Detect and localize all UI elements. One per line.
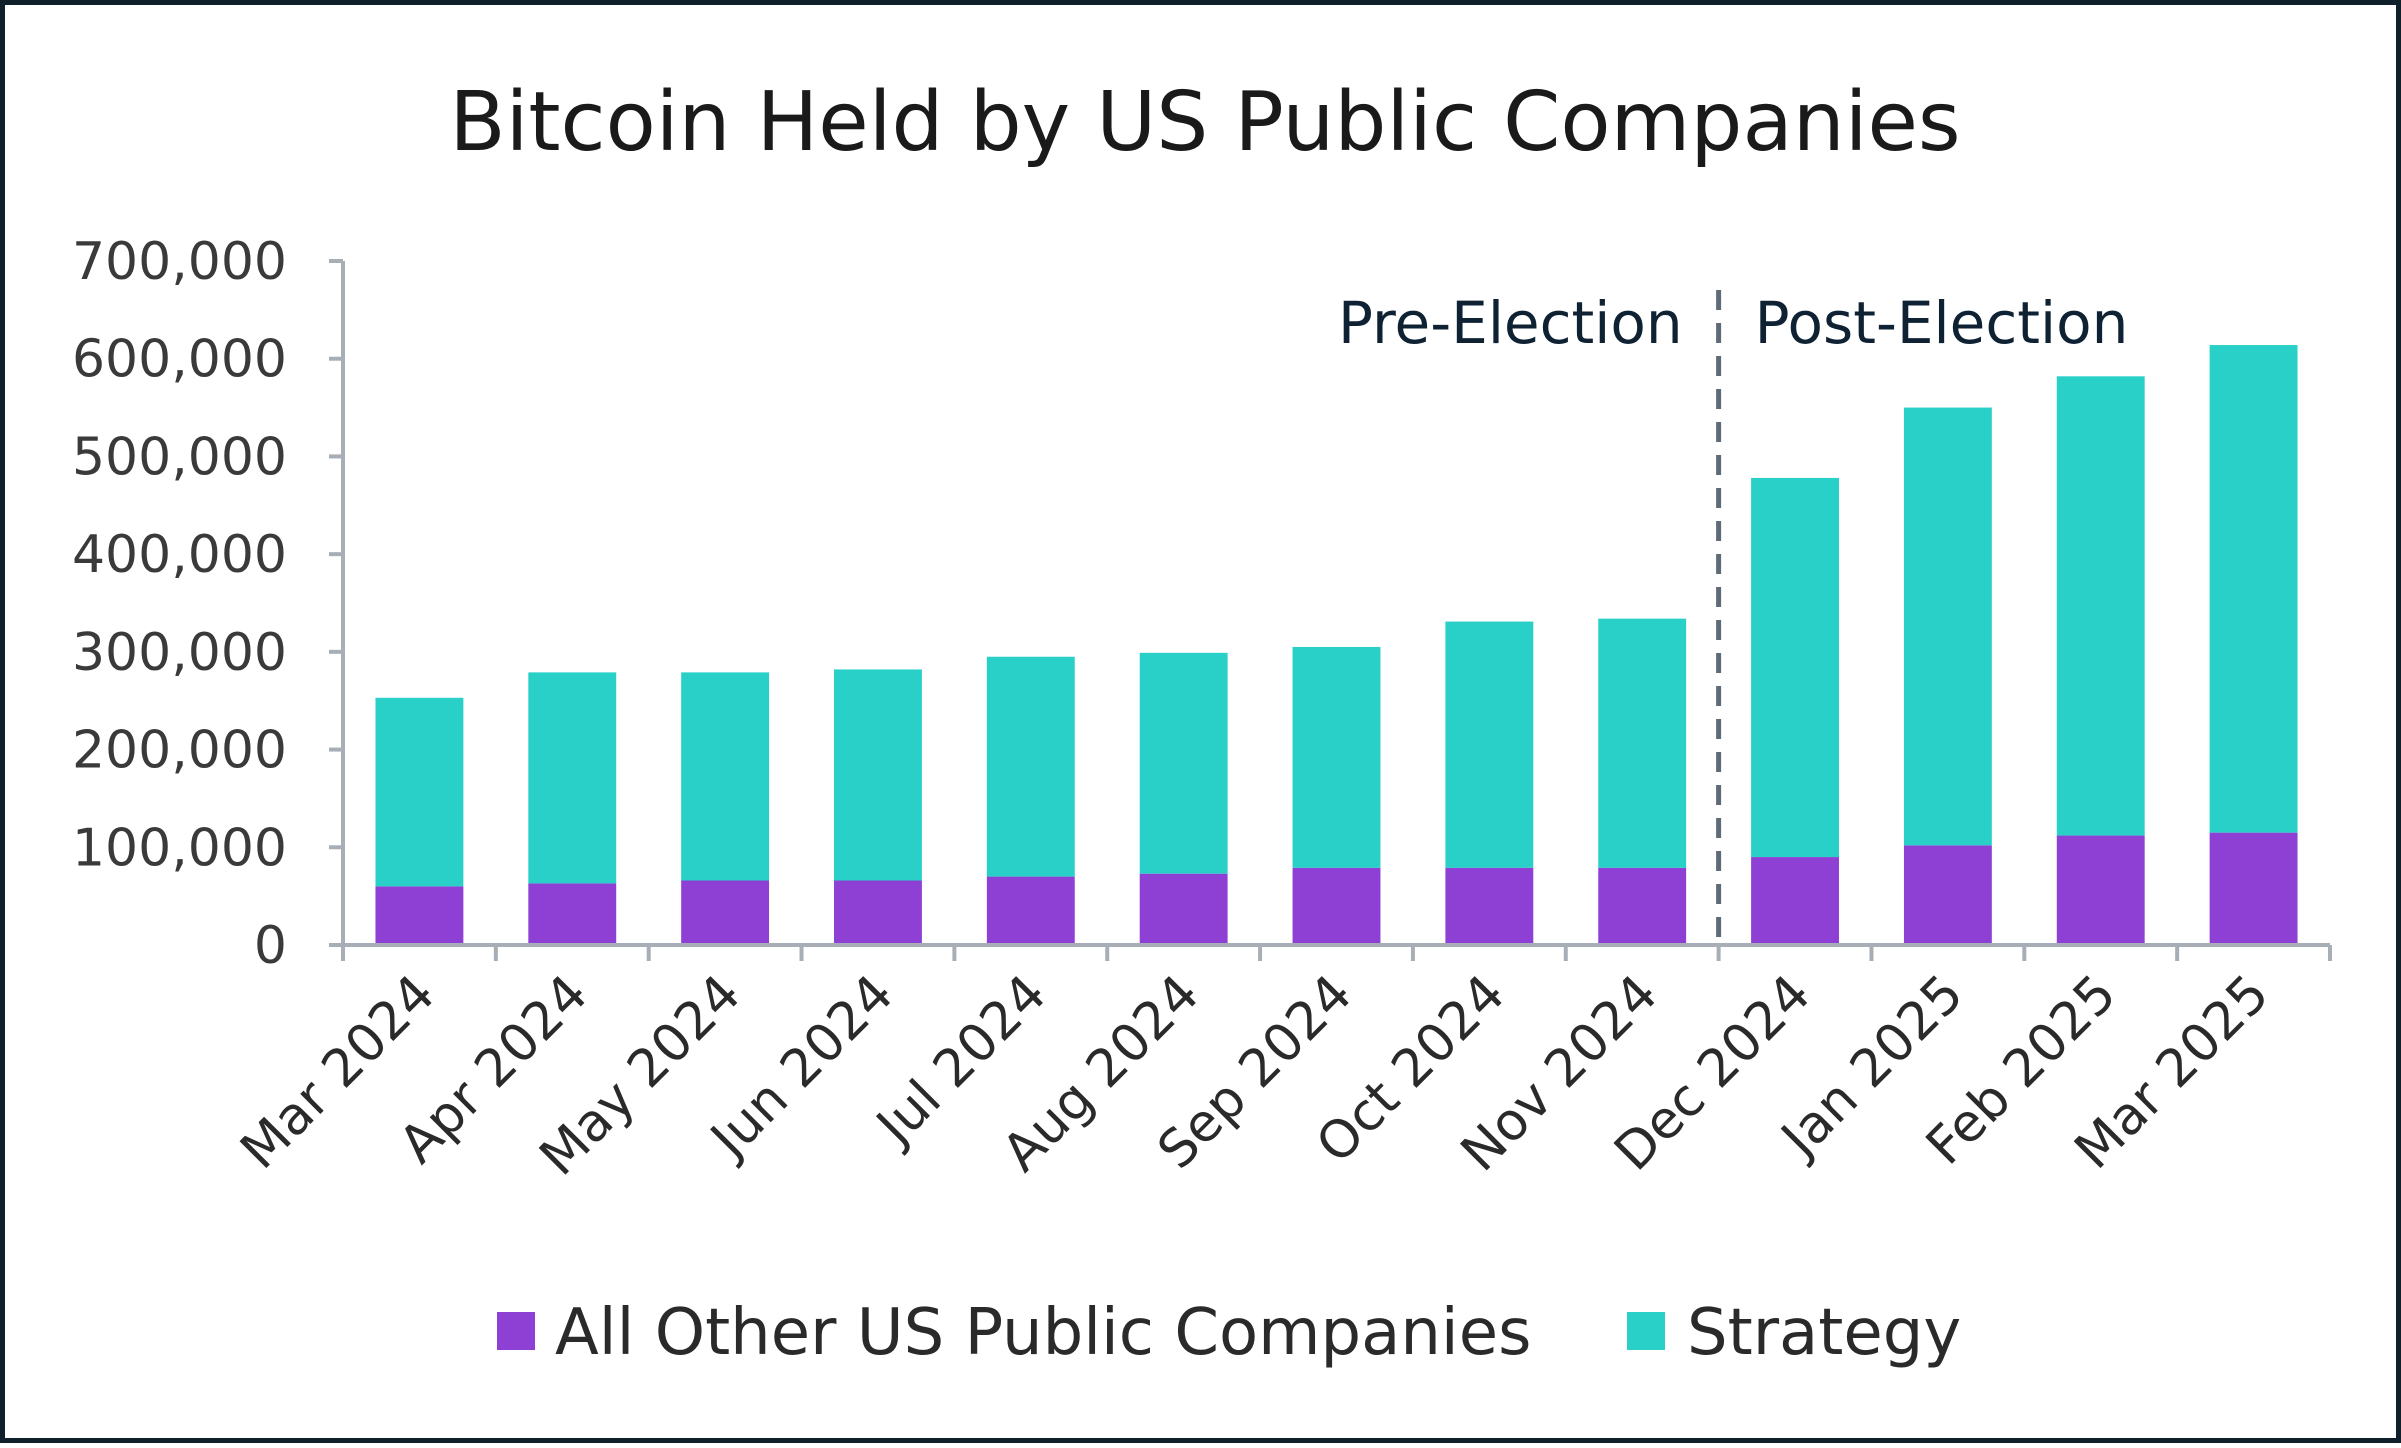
bar-strategy <box>1292 646 1381 868</box>
bar-all-other <box>2056 835 2145 945</box>
bar-strategy <box>1445 621 1534 868</box>
bar-strategy <box>375 697 464 887</box>
bar-strategy <box>1139 652 1228 874</box>
bar-all-other <box>2209 832 2298 945</box>
y-tick-label: 0 <box>254 916 287 976</box>
bar-all-other <box>375 886 464 945</box>
y-tick-label: 300,000 <box>72 623 287 683</box>
chart-title: Bitcoin Held by US Public Companies <box>449 75 1960 170</box>
y-tick-label: 600,000 <box>72 330 287 390</box>
legend-label: Strategy <box>1687 1296 1961 1370</box>
legend-swatch <box>497 1312 535 1350</box>
bar-strategy <box>1903 407 1992 846</box>
bar-all-other <box>986 876 1075 945</box>
bar-strategy <box>2209 345 2298 833</box>
bar-all-other <box>834 880 922 945</box>
pre-election-label: Pre-Election <box>1338 289 1683 357</box>
y-tick-label: 700,000 <box>72 232 287 292</box>
bars <box>375 345 2298 945</box>
legend: All Other US Public Companies Strategy <box>497 1296 1961 1370</box>
post-election-label: Post-Election <box>1755 289 2129 357</box>
bar-strategy <box>528 672 617 884</box>
axes <box>341 261 2330 947</box>
bar-all-other <box>1139 873 1228 945</box>
bar-chart: Bitcoin Held by US Public Companies 0 100… <box>72 75 2332 1370</box>
legend-swatch <box>1627 1312 1665 1350</box>
y-tick-label: 500,000 <box>72 427 287 487</box>
bar-strategy <box>681 672 770 881</box>
bar-strategy <box>1751 477 1839 858</box>
bar-all-other <box>1292 867 1381 945</box>
bar-strategy <box>834 669 922 881</box>
y-tick-label: 400,000 <box>72 525 287 585</box>
bar-all-other <box>1598 867 1687 945</box>
bar-strategy <box>986 656 1075 877</box>
annotations: Pre-Election Post-Election <box>1338 289 2128 945</box>
bar-all-other <box>681 880 770 945</box>
legend-label: All Other US Public Companies <box>555 1296 1531 1370</box>
bar-all-other <box>1903 845 1992 945</box>
bar-all-other <box>1445 867 1534 945</box>
bar-all-other <box>528 883 617 945</box>
bar-all-other <box>1751 857 1839 945</box>
bar-strategy <box>2056 376 2145 836</box>
bar-strategy <box>1598 618 1687 868</box>
y-tick-label: 200,000 <box>72 721 287 781</box>
y-axis-ticks: 0 100,000 200,000 300,000 400,000 500,000 600,… <box>72 232 343 976</box>
y-tick-label: 100,000 <box>72 818 287 878</box>
